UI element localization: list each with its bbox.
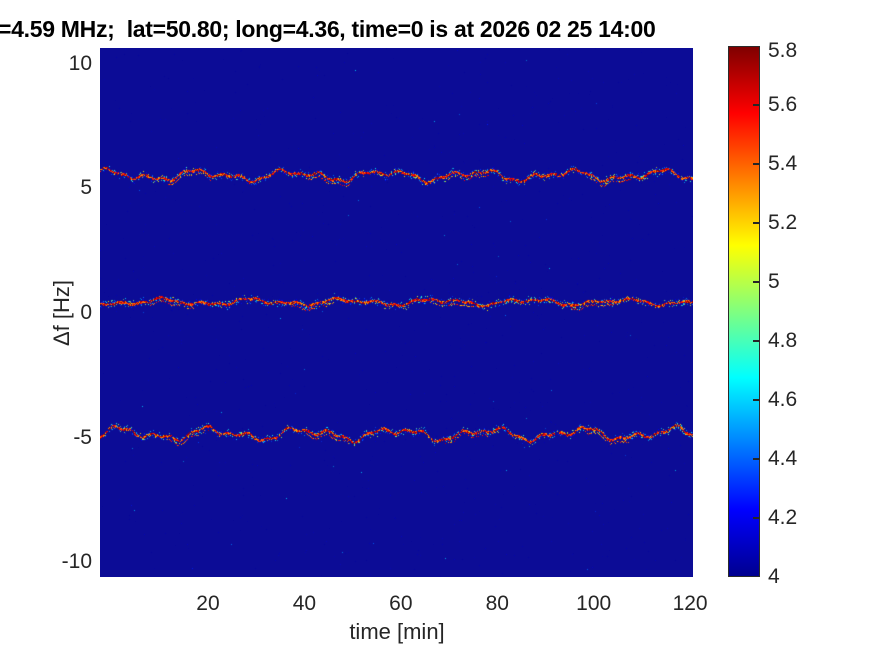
colorbar-tick-label: 4 bbox=[768, 565, 780, 588]
y-tick-label: 10 bbox=[68, 51, 92, 75]
colorbar-tick-label: 5.8 bbox=[768, 39, 798, 62]
colorbar-tick-label: 4.8 bbox=[768, 329, 798, 352]
colorbar-tick-mark bbox=[753, 517, 760, 519]
colorbar-tick-mark bbox=[753, 222, 760, 224]
colorbar-tick-label: 5.2 bbox=[768, 211, 798, 234]
y-tick-label: -5 bbox=[73, 425, 92, 449]
colorbar-tick-label: 5 bbox=[768, 270, 780, 293]
colorbar-tick-label: 5.6 bbox=[768, 93, 798, 116]
x-tick-label: 20 bbox=[196, 592, 220, 615]
x-axis-label: time [min] bbox=[349, 619, 445, 644]
x-tick-label: 100 bbox=[576, 592, 612, 615]
colorbar-tick-label: 4.4 bbox=[768, 447, 798, 470]
colorbar-tick-mark bbox=[753, 163, 760, 165]
colorbar-tick-mark bbox=[753, 399, 760, 401]
x-tick-label: 60 bbox=[389, 592, 413, 615]
colorbar-tick-mark bbox=[753, 281, 760, 283]
colorbar-tick-label: 4.2 bbox=[768, 506, 798, 529]
colorbar-tick-mark bbox=[753, 458, 760, 460]
figure-title: =4.59 MHz; lat=50.80; long=4.36, time=0 … bbox=[0, 16, 656, 42]
x-tick-label: 80 bbox=[485, 592, 509, 615]
colorbar bbox=[728, 46, 760, 577]
y-tick-label: 5 bbox=[80, 176, 92, 200]
colorbar-tick-mark bbox=[753, 104, 760, 106]
spectrogram-heatmap bbox=[100, 48, 693, 577]
colorbar-tick-label: 4.6 bbox=[768, 388, 798, 411]
y-axis-label: Δf [Hz] bbox=[49, 279, 74, 347]
y-tick-label: -10 bbox=[61, 550, 92, 574]
y-tick-label: 0 bbox=[80, 300, 92, 324]
colorbar-tick-label: 5.4 bbox=[768, 152, 798, 175]
colorbar-tick-mark bbox=[753, 340, 760, 342]
x-tick-label: 120 bbox=[672, 592, 708, 615]
x-tick-label: 40 bbox=[292, 592, 317, 615]
